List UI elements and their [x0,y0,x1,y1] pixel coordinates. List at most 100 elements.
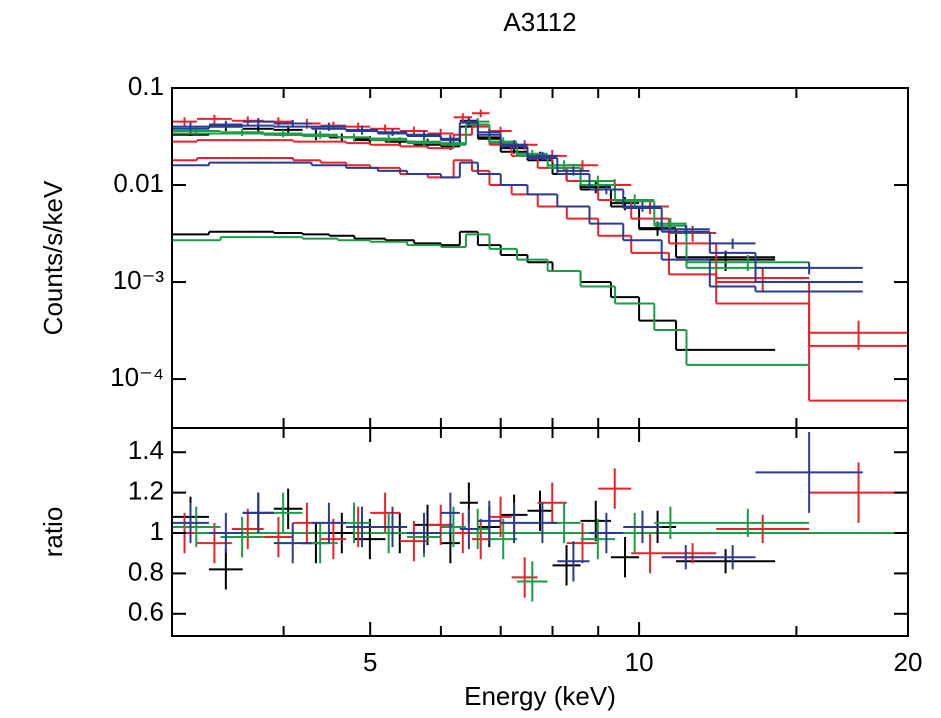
data-point [440,492,460,534]
data-point [208,512,243,554]
data-point [273,488,303,529]
data-point [263,516,294,558]
chart-title: A3112 [503,7,576,37]
data-point [242,492,274,534]
y-tick-label: 0.6 [128,597,164,627]
data-point [580,518,616,560]
data-point [500,140,528,150]
data-point [220,128,264,137]
data-point [459,118,478,126]
data-point [709,545,756,570]
background-riser [196,157,811,401]
data-point [208,120,243,129]
data-point [654,506,687,540]
data-point [427,504,454,546]
data-point [623,201,662,212]
x-axis-label: Energy (keV) [464,681,616,711]
data-point [273,119,312,128]
y-axis-label: ratio [38,507,68,558]
y-axis-label: Counts/s/keV [38,180,68,335]
data-point [471,109,490,118]
data-point [537,482,567,523]
y-tick-label: 10⁻⁴ [110,362,164,392]
data-point [477,500,501,542]
data-point [527,490,553,531]
y-tick-label: 1 [150,516,164,546]
data-point [337,133,371,142]
y-tick-label: 0.01 [113,168,164,198]
data-point [489,496,512,538]
plot-frame [171,427,909,637]
model-riser [207,122,757,283]
data-point [471,518,490,560]
data-point [809,462,908,523]
x-tick-label: 20 [894,647,923,677]
data-point [407,137,441,147]
data-point [755,262,863,275]
data-point [809,320,908,350]
data-point [557,166,590,176]
y-tick-label: 1.4 [128,435,164,465]
data-point [623,510,662,544]
x-tick-label: 5 [363,647,377,677]
data-point [172,122,209,132]
data-point [208,549,243,590]
data-point [477,128,501,137]
data-point [273,522,312,564]
data-point [615,194,655,207]
data-point [440,134,460,144]
data-point [716,267,810,292]
data-point [311,502,347,544]
data-point [580,175,616,188]
data-point [172,117,198,127]
data-point [354,518,386,560]
data-point [668,543,717,564]
data-point [709,238,756,249]
x-tick-label: 10 [625,647,654,677]
data-point [500,502,528,544]
data-point [172,506,221,548]
data-point [489,518,517,560]
background-riser [207,231,678,350]
data-point [197,114,232,124]
y-tick-label: 1.2 [128,475,164,505]
background-riser [207,162,757,292]
data-point [589,512,624,554]
y-tick-label: 0.1 [128,71,164,101]
data-point [459,508,478,550]
data-point [527,502,558,544]
data-point [320,518,347,560]
data-point [631,533,669,574]
data-point [686,508,810,538]
background-riser [219,234,688,365]
data-point [263,129,303,138]
data-point [516,561,548,602]
data-point [686,254,810,271]
data-point [547,160,581,171]
data-point [220,516,264,558]
data-point [716,514,810,544]
data-point [302,131,338,139]
data-point [242,118,274,126]
data-point [511,557,538,598]
data-point [346,125,378,135]
data-point [661,545,710,570]
y-tick-label: 10⁻³ [113,265,165,295]
data-point [755,432,863,513]
data-point [598,468,632,509]
data-point [172,502,209,544]
data-point [370,134,408,144]
plot-frame [171,87,909,429]
data-point [661,224,710,235]
data-point [453,113,472,122]
data-point [527,151,558,161]
y-tick-label: 0.8 [128,556,164,586]
data-point [311,122,347,132]
data-point [552,545,581,586]
data-point [557,541,590,582]
data-point [589,185,624,195]
data-point [346,506,378,548]
data-point [377,506,408,548]
data-point [610,537,640,578]
